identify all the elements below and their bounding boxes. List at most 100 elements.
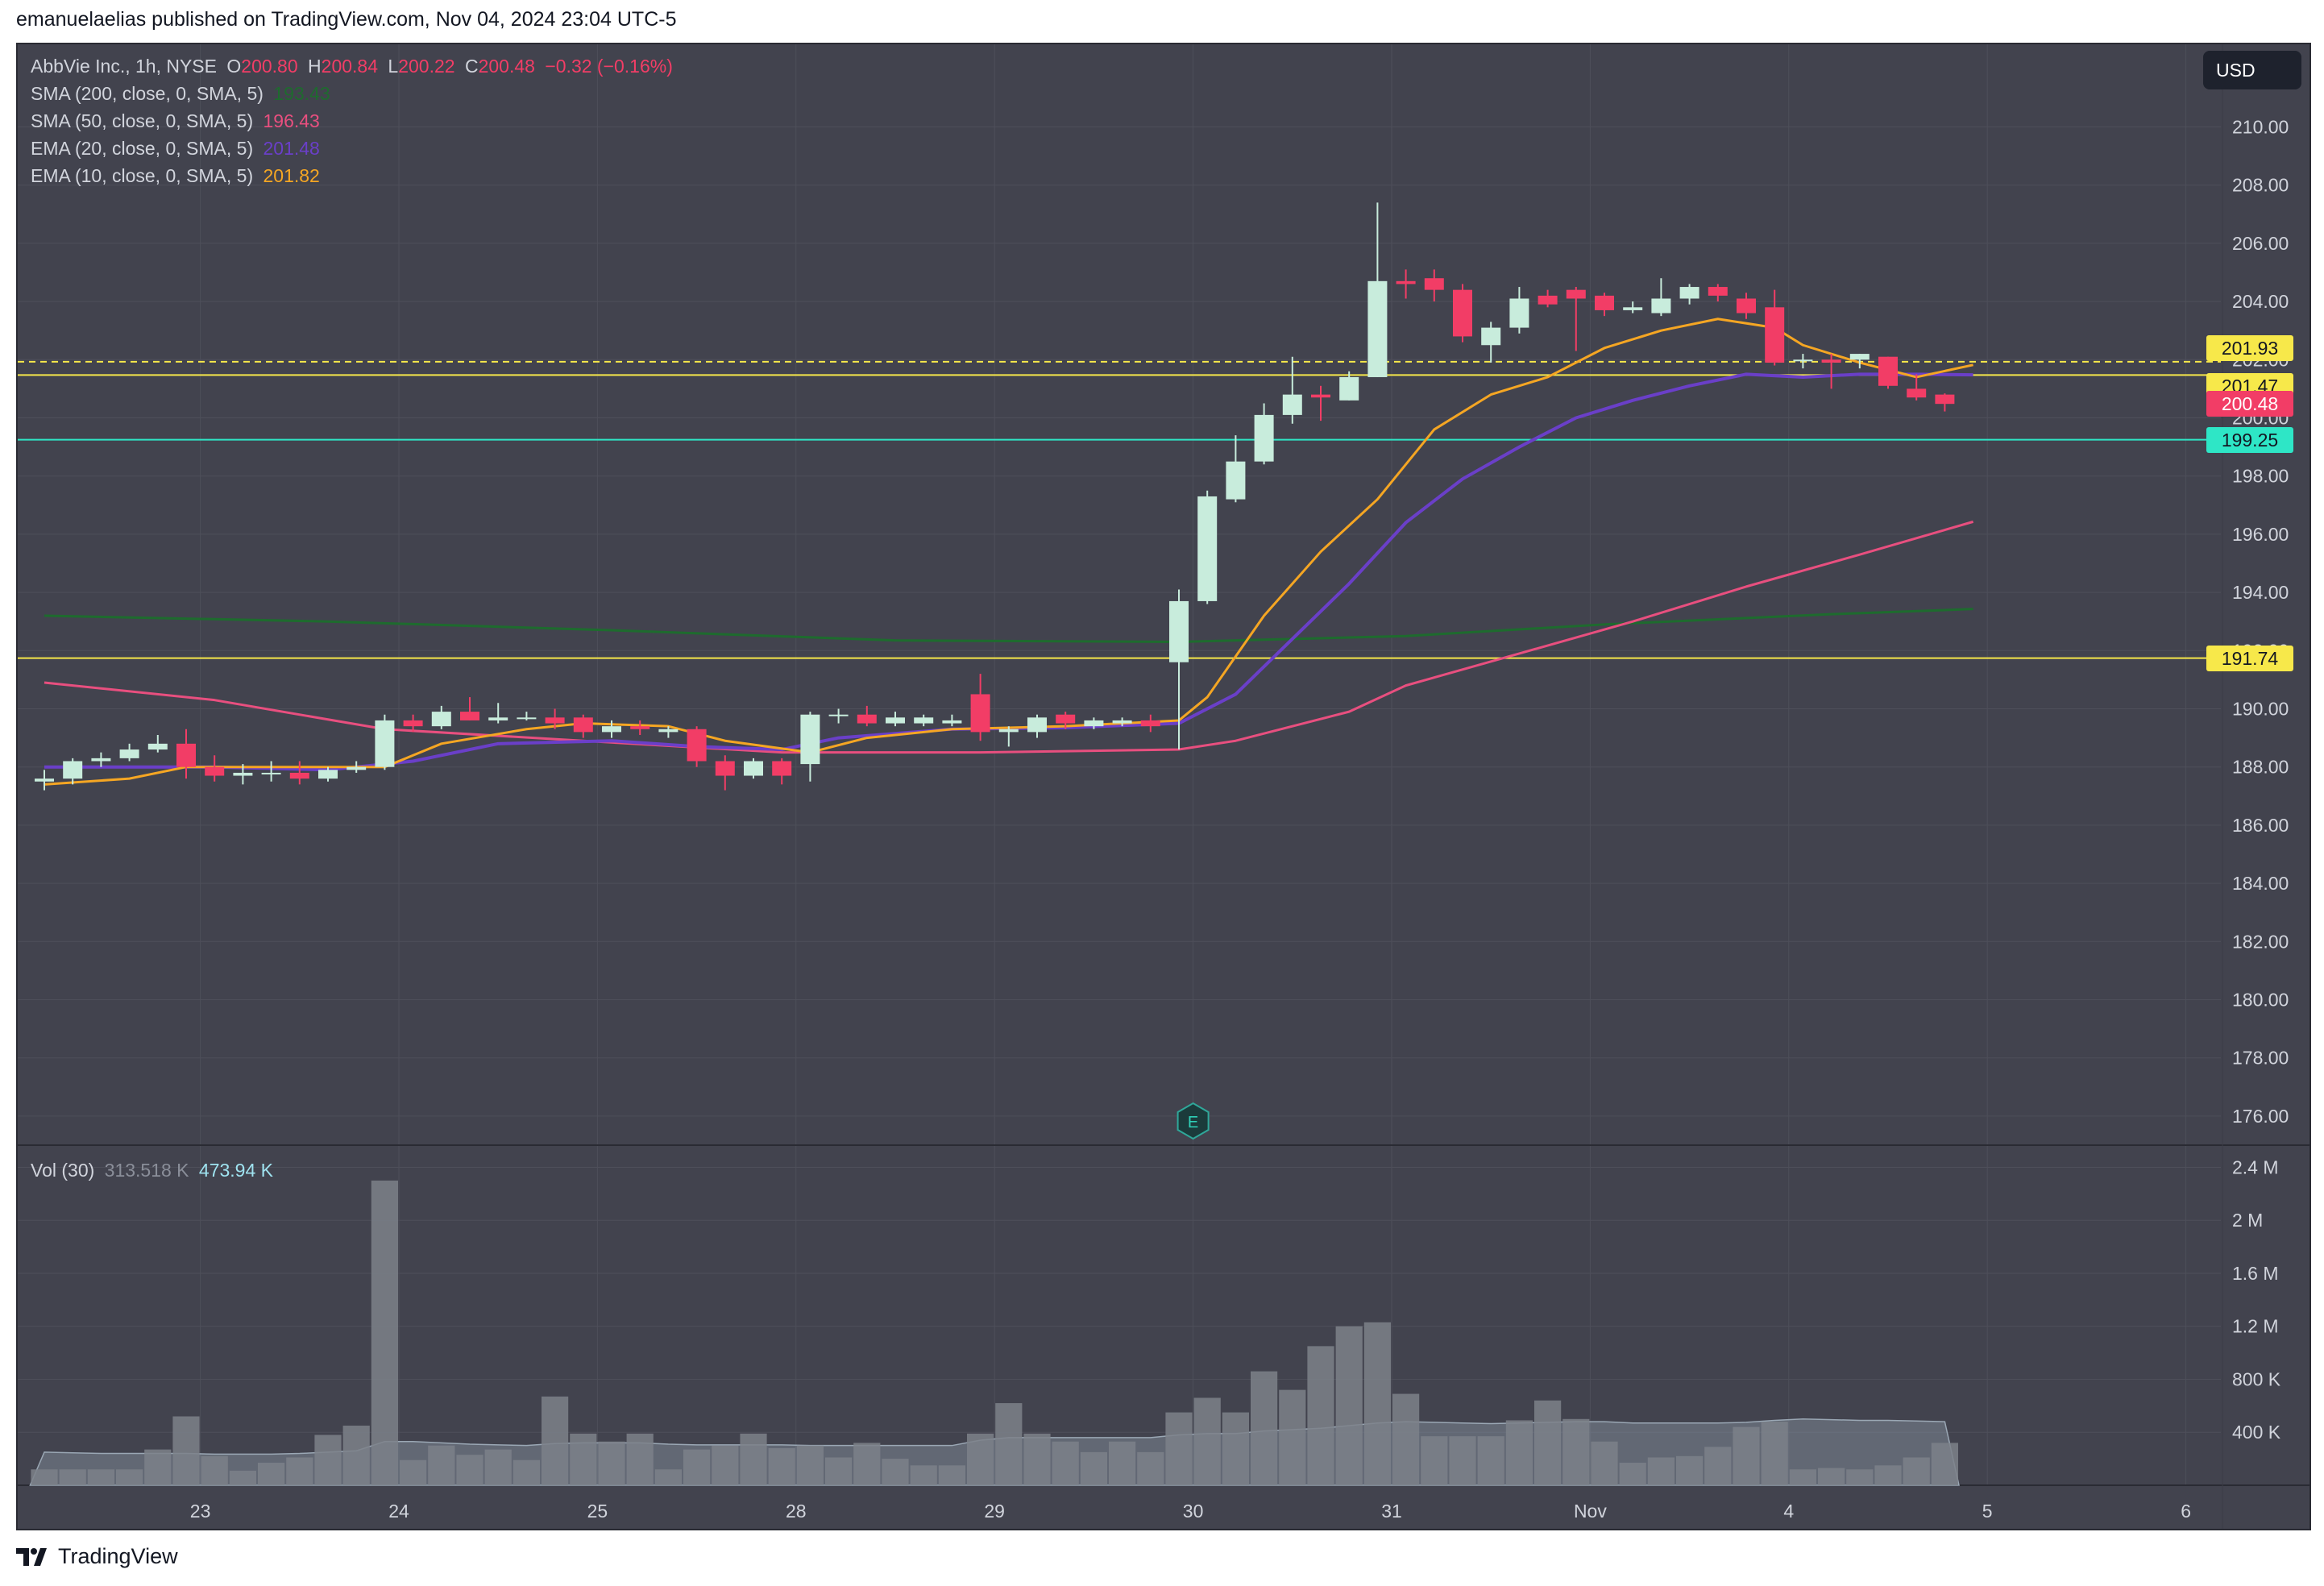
candle-body: [715, 761, 735, 776]
price-tick-label: 190.00: [2232, 699, 2289, 720]
indicator-ema10[interactable]: EMA (10, close, 0, SMA, 5) 201.82: [31, 162, 325, 189]
candle-body: [517, 717, 537, 720]
price-tick-label: 204.00: [2232, 291, 2289, 312]
volume-bar: [542, 1396, 569, 1485]
candle-body: [1651, 298, 1671, 313]
indicator-label: SMA (50, close, 0, SMA, 5): [31, 110, 254, 131]
currency-button[interactable]: USD: [2203, 51, 2301, 89]
candle-body: [1878, 356, 1898, 386]
candle-body: [1424, 278, 1444, 290]
open-value: 200.80: [241, 56, 298, 77]
volume-bar: [1137, 1451, 1164, 1485]
volume-bar: [683, 1449, 711, 1485]
volume-bar: [116, 1469, 143, 1485]
candle-body: [857, 714, 877, 724]
volume-legend[interactable]: Vol (30) 313.518 K 473.94 K: [31, 1156, 278, 1184]
time-tick-label: 30: [1183, 1501, 1204, 1522]
low-value: 200.22: [398, 56, 455, 77]
volume-bar: [1109, 1441, 1136, 1485]
volume-bar: [456, 1455, 483, 1485]
indicator-sma200[interactable]: SMA (200, close, 0, SMA, 5) 193.43: [31, 80, 335, 107]
time-tick-label: 29: [984, 1501, 1005, 1522]
candle-body: [1112, 720, 1132, 724]
candle-body: [289, 772, 309, 779]
candle-body: [1254, 414, 1274, 462]
volume-bar: [1647, 1457, 1675, 1485]
candle-body: [914, 717, 934, 724]
candle-body: [1339, 376, 1359, 401]
price-tick-label: 186.00: [2232, 815, 2289, 836]
indicator-label: EMA (20, close, 0, SMA, 5): [31, 138, 254, 159]
candle-body: [744, 761, 763, 776]
volume-bar: [1251, 1371, 1278, 1485]
candle-body: [1226, 461, 1246, 500]
volume-bar: [796, 1445, 824, 1485]
volume-bar: [201, 1455, 228, 1485]
ma-line: [44, 520, 1974, 754]
price-tick-label: 182.00: [2232, 931, 2289, 952]
candle-body: [545, 717, 565, 724]
time-tick-label: 23: [190, 1501, 211, 1522]
volume-bar: [882, 1459, 909, 1485]
candle-body: [35, 778, 54, 782]
volume-bar: [342, 1426, 370, 1485]
volume-bar: [1052, 1441, 1079, 1485]
candle-body: [772, 761, 792, 776]
volume-bar: [1818, 1468, 1845, 1485]
volume-bar: [1363, 1322, 1391, 1485]
brand-name: TradingView: [58, 1544, 178, 1568]
candle-body: [1169, 600, 1189, 662]
price-tick-label: 176.00: [2232, 1106, 2289, 1127]
candle-body: [375, 720, 395, 767]
candle-body: [1907, 388, 1927, 398]
volume-bar: [1733, 1426, 1760, 1485]
volume-bar: [400, 1459, 427, 1485]
candle-body: [488, 717, 508, 720]
earnings-icon-letter: E: [1188, 1114, 1198, 1131]
candle-body: [1481, 327, 1501, 346]
volume-ma-value: 313.518 K: [104, 1160, 189, 1181]
volume-bar: [31, 1469, 58, 1485]
volume-bar: [768, 1447, 795, 1485]
price-tick-label: 184.00: [2232, 873, 2289, 894]
indicator-ema20[interactable]: EMA (20, close, 0, SMA, 5) 201.48: [31, 135, 325, 162]
tradingview-logo-icon: [16, 1547, 47, 1566]
candle-body: [460, 712, 479, 720]
volume-bar: [1619, 1463, 1646, 1485]
ma-line: [44, 372, 1973, 772]
volume-bar: [910, 1465, 937, 1485]
candle-body: [1282, 394, 1302, 415]
price-tick-label: 210.00: [2232, 117, 2289, 138]
volume-bar: [1761, 1422, 1788, 1485]
candle-body: [119, 749, 139, 758]
volume-bar: [371, 1180, 398, 1485]
time-tick-label: Nov: [1574, 1501, 1607, 1522]
candle-body: [828, 714, 849, 716]
candle-body: [800, 714, 820, 765]
earnings-icon: E: [1177, 1102, 1210, 1140]
candle-body: [1821, 359, 1841, 363]
volume-bar: [1534, 1400, 1562, 1485]
indicator-sma50[interactable]: SMA (50, close, 0, SMA, 5) 196.43: [31, 107, 325, 135]
candle-body: [1793, 359, 1813, 362]
candle-body: [998, 729, 1019, 733]
chart-canvas[interactable]: 210.00208.00206.00204.00202.00200.00198.…: [18, 44, 2309, 1529]
volume-bar: [1307, 1346, 1334, 1485]
volume-bar: [428, 1445, 455, 1485]
volume-bar: [853, 1443, 881, 1485]
volume-bar: [1562, 1418, 1590, 1485]
candle-body: [1538, 295, 1558, 305]
chart-panel[interactable]: 210.00208.00206.00204.00202.00200.00198.…: [16, 43, 2311, 1530]
candle-body: [1311, 394, 1330, 398]
volume-bar: [967, 1433, 994, 1485]
volume-bar: [598, 1441, 625, 1485]
candle-body: [1595, 295, 1614, 310]
volume-bar: [258, 1463, 285, 1485]
low-label: L: [388, 56, 399, 77]
volume-bar: [286, 1457, 313, 1485]
change-value: −0.32 (−0.16%): [545, 56, 673, 77]
candle-body: [942, 720, 962, 724]
candle-body: [886, 717, 905, 724]
volume-bar: [172, 1416, 200, 1485]
tradingview-logo[interactable]: TradingView: [16, 1544, 178, 1569]
